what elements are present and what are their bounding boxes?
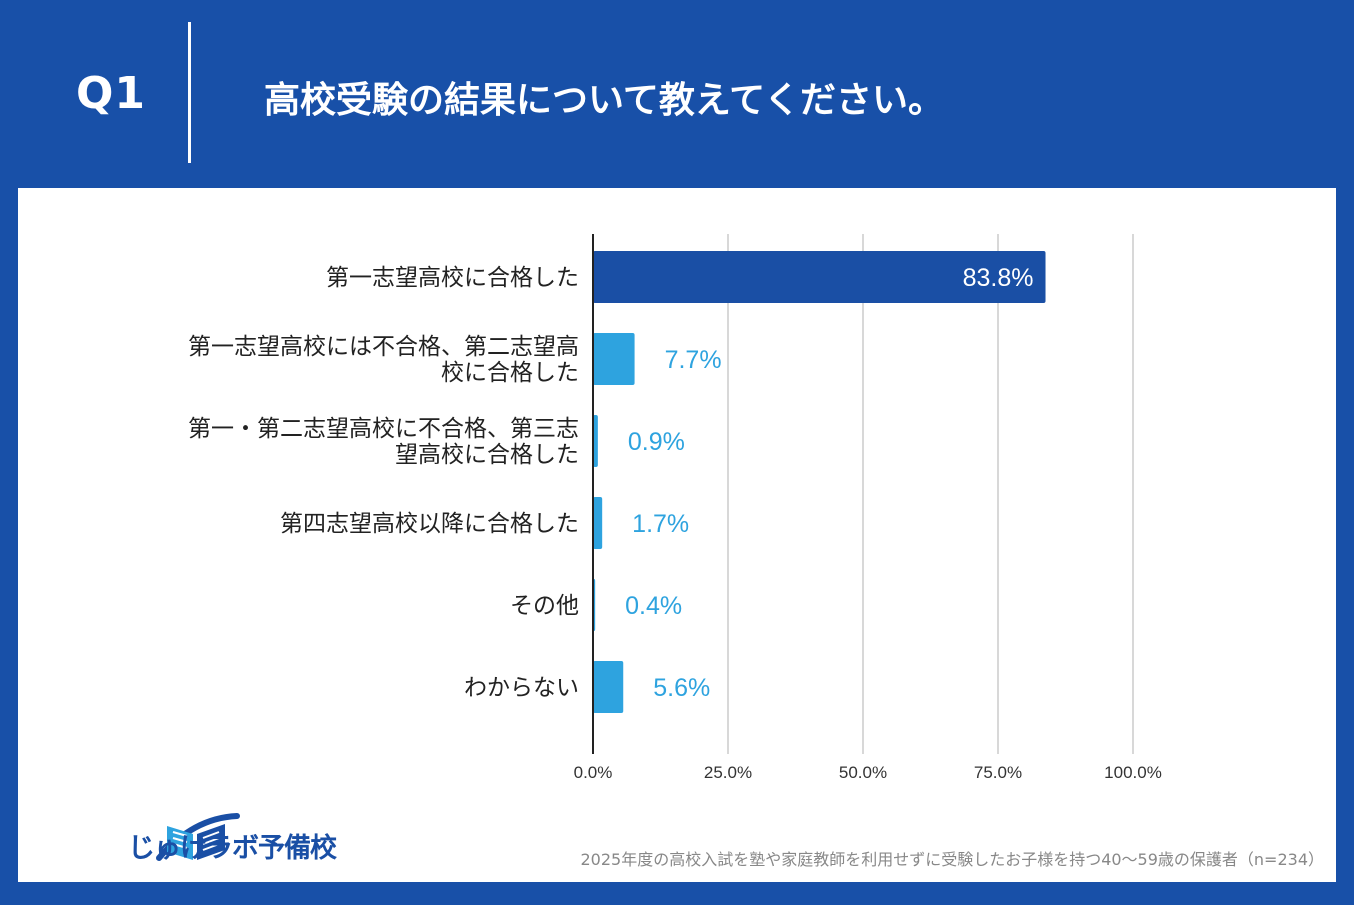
x-tick-label: 0.0%	[574, 763, 613, 782]
x-tick-label: 75.0%	[974, 763, 1022, 782]
data-label: 0.9%	[628, 428, 685, 456]
chart-panel: 0.0% 25.0% 50.0% 75.0% 100.0% 83.8% 第一志望高校に合格し…	[18, 188, 1336, 882]
bar	[593, 251, 1046, 303]
data-label: 83.8%	[963, 264, 1034, 292]
category-label: その他	[510, 593, 579, 619]
category-label: 第一志望高校に合格した	[326, 265, 579, 291]
sample-note: 2025年度の高校入試を塾や家庭教師を利用せずに受験したお子様を持つ40〜59歳…	[580, 850, 1324, 869]
data-label: 1.7%	[632, 510, 689, 538]
bar	[593, 497, 603, 549]
category-label: 第四志望高校以降に合格した	[280, 511, 579, 537]
x-tick-label: 50.0%	[839, 763, 887, 782]
book-logo-icon	[156, 813, 240, 861]
bar	[593, 415, 598, 467]
question-title: 高校受験の結果について教えてください。	[264, 80, 945, 121]
header-divider	[188, 22, 191, 163]
category-label: 第一・第二志望高校に不合格、第三志望高校に合格した	[188, 416, 579, 468]
bar	[593, 333, 635, 385]
question-number: Q1	[76, 68, 147, 119]
header: Q1 高校受験の結果について教えてください。	[0, 0, 1354, 188]
data-label: 5.6%	[653, 674, 710, 702]
x-tick-label: 100.0%	[1104, 763, 1162, 782]
data-label: 0.4%	[625, 592, 682, 620]
x-tick-label: 25.0%	[704, 763, 752, 782]
category-label: わからない	[464, 675, 579, 701]
data-label: 7.7%	[665, 346, 722, 374]
bar-chart: 0.0% 25.0% 50.0% 75.0% 100.0% 83.8% 第一志望高校に合格し…	[188, 234, 1162, 782]
brand-name: じゅけラボ予備校	[128, 833, 337, 864]
category-label: 第一志望高校には不合格、第二志望高校に合格した	[188, 334, 579, 386]
bar	[593, 661, 624, 713]
